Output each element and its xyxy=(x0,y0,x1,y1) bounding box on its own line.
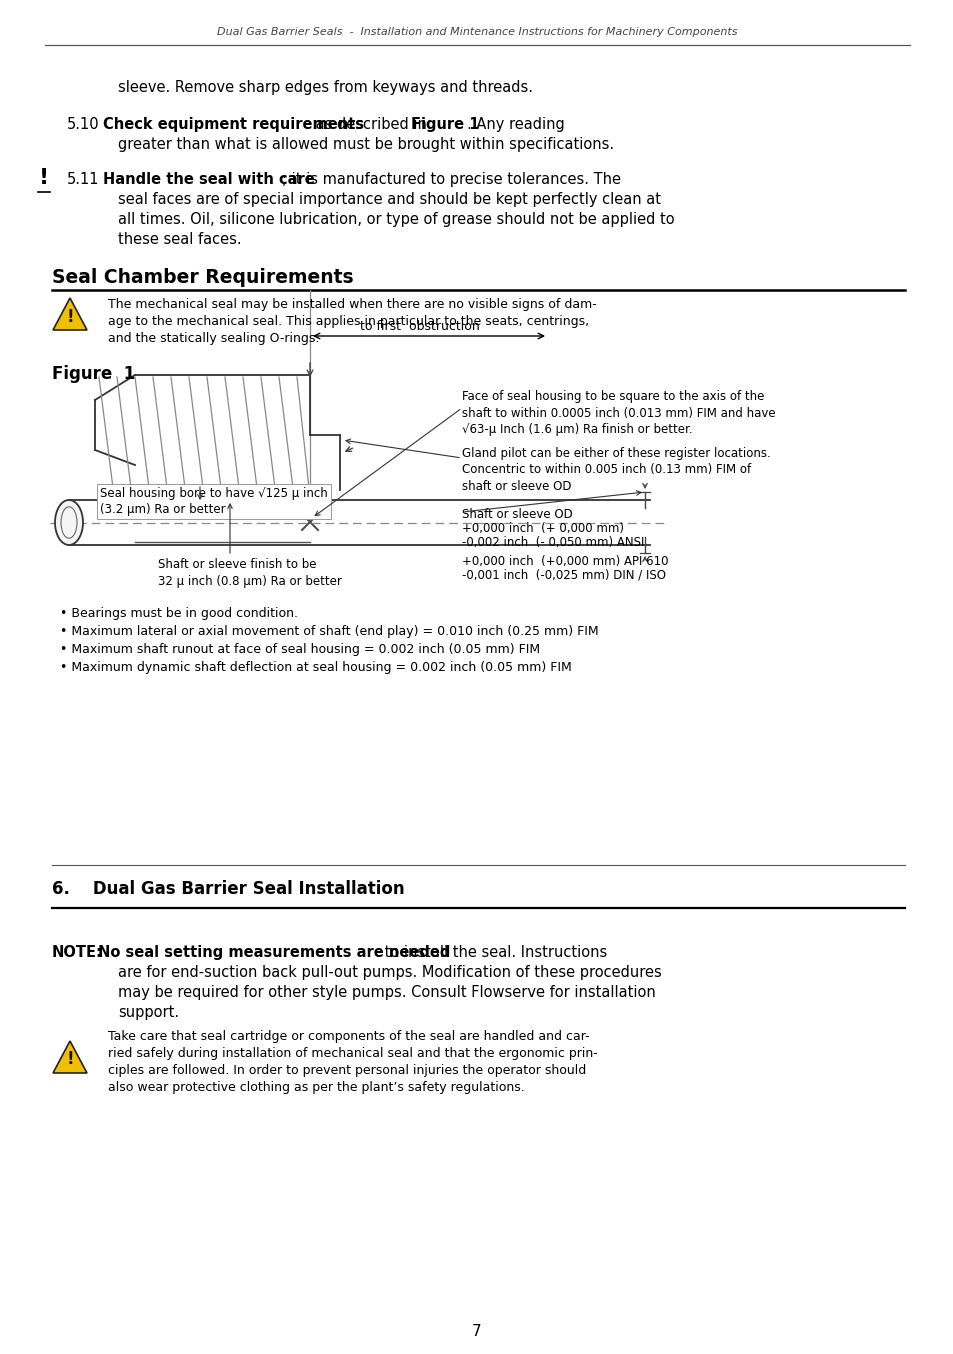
Polygon shape xyxy=(53,1041,87,1072)
Text: may be required for other style pumps. Consult Flowserve for installation: may be required for other style pumps. C… xyxy=(118,984,655,1001)
Text: • Maximum dynamic shaft deflection at seal housing = 0.002 inch (0.05 mm) FIM: • Maximum dynamic shaft deflection at se… xyxy=(60,661,571,674)
Text: ; it is manufactured to precise tolerances. The: ; it is manufactured to precise toleranc… xyxy=(282,172,620,187)
Text: Seal housing bore to have √125 μ inch
(3.2 μm) Ra or better: Seal housing bore to have √125 μ inch (3… xyxy=(100,487,328,516)
Text: No seal setting measurements are needed: No seal setting measurements are needed xyxy=(98,945,450,960)
Text: !: ! xyxy=(39,168,49,188)
Text: Gland pilot can be either of these register locations.
Concentric to within 0.00: Gland pilot can be either of these regis… xyxy=(461,447,770,493)
Text: and the statically sealing O-rings.: and the statically sealing O-rings. xyxy=(108,332,319,345)
Text: also wear protective clothing as per the plant’s safety regulations.: also wear protective clothing as per the… xyxy=(108,1080,524,1094)
Text: +0,000 inch  (+ 0,000 mm): +0,000 inch (+ 0,000 mm) xyxy=(461,523,623,535)
Text: 5.11: 5.11 xyxy=(67,172,99,187)
Text: support.: support. xyxy=(118,1005,179,1020)
Text: !: ! xyxy=(66,1051,73,1068)
Text: Figure 1: Figure 1 xyxy=(411,116,479,131)
Text: Dual Gas Barrier Seals  -  Installation and Mintenance Instructions for Machiner: Dual Gas Barrier Seals - Installation an… xyxy=(216,27,737,37)
Text: 5.10: 5.10 xyxy=(67,116,99,131)
Text: -0,001 inch  (-0,025 mm) DIN / ISO: -0,001 inch (-0,025 mm) DIN / ISO xyxy=(461,569,665,582)
Text: are for end-suction back pull-out pumps. Modification of these procedures: are for end-suction back pull-out pumps.… xyxy=(118,965,661,980)
Text: +0,000 inch  (+0,000 mm) API 610: +0,000 inch (+0,000 mm) API 610 xyxy=(461,555,668,567)
Polygon shape xyxy=(53,298,87,330)
Text: greater than what is allowed must be brought within specifications.: greater than what is allowed must be bro… xyxy=(118,137,614,152)
Text: all times. Oil, silicone lubrication, or type of grease should not be applied to: all times. Oil, silicone lubrication, or… xyxy=(118,213,674,227)
Text: • Maximum lateral or axial movement of shaft (end play) = 0.010 inch (0.25 mm) F: • Maximum lateral or axial movement of s… xyxy=(60,626,598,638)
Text: Take care that seal cartridge or components of the seal are handled and car-: Take care that seal cartridge or compone… xyxy=(108,1030,589,1043)
Text: . Any reading: . Any reading xyxy=(467,116,564,131)
Text: Shaft or sleeve OD: Shaft or sleeve OD xyxy=(461,508,572,521)
Text: 7: 7 xyxy=(472,1324,481,1339)
Text: The mechanical seal may be installed when there are no visible signs of dam-: The mechanical seal may be installed whe… xyxy=(108,298,597,311)
Text: as described in: as described in xyxy=(311,116,431,131)
Ellipse shape xyxy=(55,500,83,546)
Text: Face of seal housing to be square to the axis of the
shaft to within 0.0005 inch: Face of seal housing to be square to the… xyxy=(461,390,775,436)
Text: ciples are followed. In order to prevent personal injuries the operator should: ciples are followed. In order to prevent… xyxy=(108,1064,586,1076)
Text: sleeve. Remove sharp edges from keyways and threads.: sleeve. Remove sharp edges from keyways … xyxy=(118,80,533,95)
Text: ried safely during installation of mechanical seal and that the ergonomic prin-: ried safely during installation of mecha… xyxy=(108,1047,598,1060)
Text: -0,002 inch  (- 0,050 mm) ANSI: -0,002 inch (- 0,050 mm) ANSI xyxy=(461,536,643,548)
Text: these seal faces.: these seal faces. xyxy=(118,232,241,246)
Text: Figure  1: Figure 1 xyxy=(52,366,135,383)
Text: Shaft or sleeve finish to be
32 μ inch (0.8 μm) Ra or better: Shaft or sleeve finish to be 32 μ inch (… xyxy=(158,558,341,588)
Text: NOTE:: NOTE: xyxy=(52,945,103,960)
Text: 6.    Dual Gas Barrier Seal Installation: 6. Dual Gas Barrier Seal Installation xyxy=(52,880,404,898)
Text: Handle the seal with care: Handle the seal with care xyxy=(103,172,314,187)
Text: to install the seal. Instructions: to install the seal. Instructions xyxy=(379,945,607,960)
Text: !: ! xyxy=(66,307,73,325)
Text: seal faces are of special importance and should be kept perfectly clean at: seal faces are of special importance and… xyxy=(118,192,660,207)
Text: • Maximum shaft runout at face of seal housing = 0.002 inch (0.05 mm) FIM: • Maximum shaft runout at face of seal h… xyxy=(60,643,539,655)
Text: Check equipment requirements: Check equipment requirements xyxy=(103,116,364,131)
Text: to first  obstruction: to first obstruction xyxy=(359,320,479,333)
Text: age to the mechanical seal. This applies in particular to the seats, centrings,: age to the mechanical seal. This applies… xyxy=(108,315,589,328)
Text: Seal Chamber Requirements: Seal Chamber Requirements xyxy=(52,268,354,287)
Text: • Bearings must be in good condition.: • Bearings must be in good condition. xyxy=(60,607,297,620)
